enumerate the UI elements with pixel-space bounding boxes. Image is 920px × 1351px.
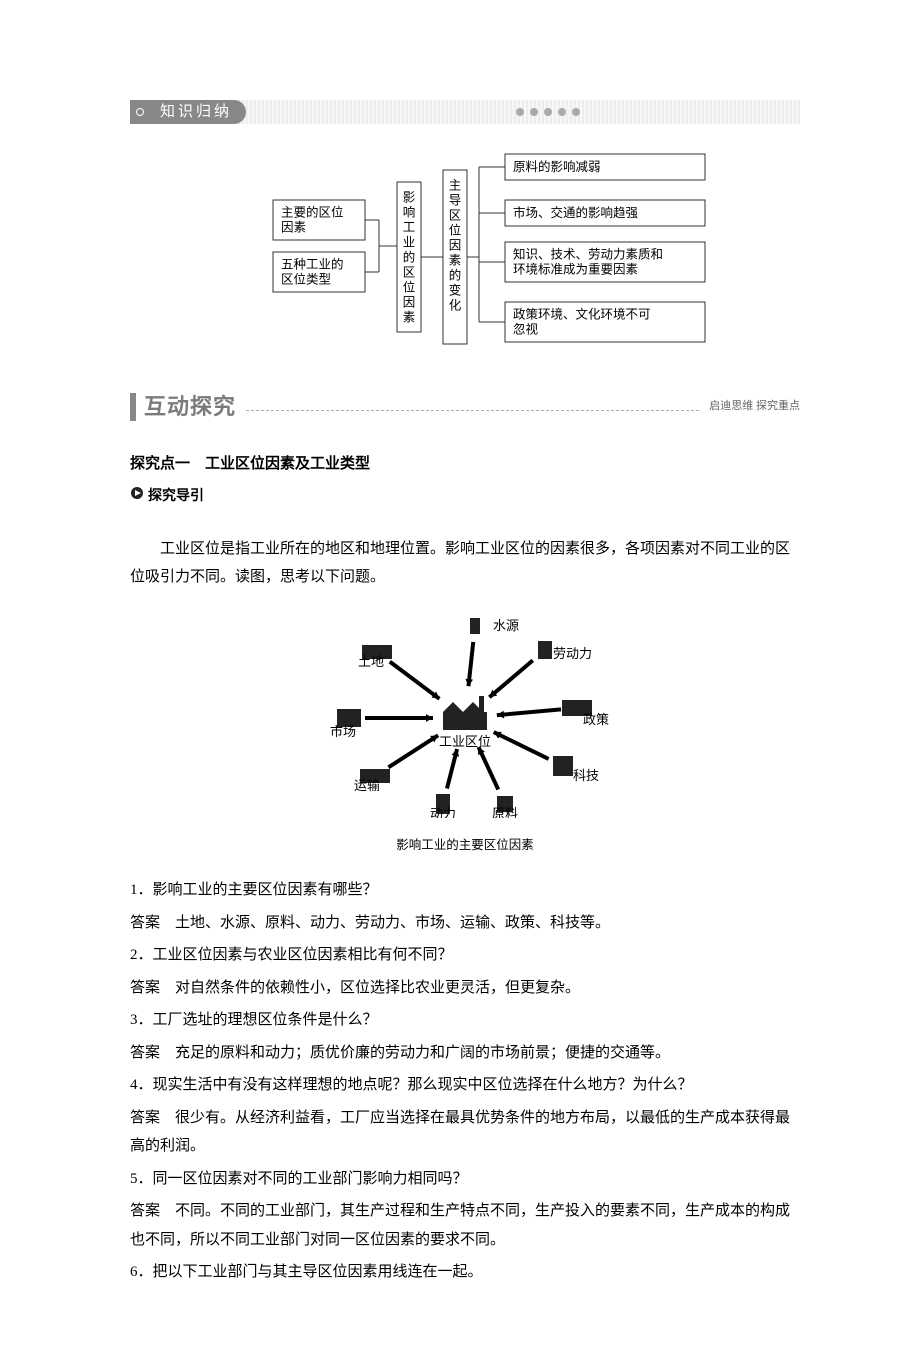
- svg-text:政策环境、文化环境不可: 政策环境、文化环境不可: [513, 307, 651, 322]
- answer: 答案 很少有。从经济利益看，工厂应当选择在最具优势条件的地方布局，以最低的生产成…: [130, 1104, 800, 1161]
- svg-text:的: 的: [403, 250, 416, 265]
- factor-svg: 工业区位 水源劳动力政策科技原料 动力 运输 市场 土地: [315, 608, 615, 818]
- answer: 答案 充足的原料和动力；质优价廉的劳动力和广阔的市场前景；便捷的交通等。: [130, 1039, 800, 1068]
- svg-text:影: 影: [403, 191, 416, 205]
- svg-text:素: 素: [403, 311, 416, 325]
- knowledge-pill: 知识归纳: [130, 100, 246, 124]
- svg-text:素: 素: [449, 254, 462, 268]
- question: 6．把以下工业部门与其主导区位因素用线连在一起。: [130, 1258, 800, 1287]
- svg-text:科技: 科技: [573, 768, 599, 783]
- factor-figure: 工业区位 水源劳动力政策科技原料 动力 运输 市场 土地: [130, 608, 800, 829]
- section-title: 互动探究: [144, 386, 236, 428]
- knowledge-header: 知识归纳: [130, 100, 800, 124]
- svg-text:政策: 政策: [583, 712, 609, 727]
- svg-text:忽视: 忽视: [513, 322, 539, 337]
- answer-label: 答案: [130, 915, 175, 931]
- svg-text:市场、交通的影响趋强: 市场、交通的影响趋强: [513, 205, 639, 220]
- figure-caption: 影响工业的主要区位因素: [130, 834, 800, 858]
- svg-text:业: 业: [403, 236, 416, 250]
- answer-label: 答案: [130, 1110, 175, 1126]
- svg-text:区: 区: [449, 209, 462, 223]
- answer: 答案 土地、水源、原料、动力、劳动力、市场、运输、政策、科技等。: [130, 909, 800, 938]
- answer: 答案 不同。不同的工业部门，其生产过程和生产特点不同，生产投入的要素不同，生产成…: [130, 1197, 800, 1254]
- question: 1．影响工业的主要区位因素有哪些？: [130, 876, 800, 905]
- svg-text:五种工业的: 五种工业的: [281, 257, 344, 272]
- section-header: 互动探究 启迪思维 探究重点: [130, 386, 800, 428]
- svg-text:位: 位: [449, 223, 462, 238]
- svg-text:原料的影响减弱: 原料的影响减弱: [513, 159, 601, 174]
- svg-text:原料: 原料: [492, 806, 518, 818]
- question: 5．同一区位因素对不同的工业部门影响力相同吗？: [130, 1165, 800, 1194]
- answer-label: 答案: [130, 1203, 175, 1219]
- svg-text:土地: 土地: [358, 654, 384, 669]
- svg-text:因: 因: [403, 296, 416, 310]
- svg-text:响: 响: [403, 205, 416, 220]
- guide-line: 探究导引: [130, 482, 800, 509]
- svg-text:位: 位: [403, 280, 416, 295]
- svg-text:区: 区: [403, 266, 416, 280]
- concept-diagram: 主要的区位因素五种工业的区位类型影响工业的区位因素主导区位因素的变化原料的影响减…: [130, 142, 800, 372]
- answer-label: 答案: [130, 980, 175, 996]
- question: 3．工厂选址的理想区位条件是什么？: [130, 1006, 800, 1035]
- knowledge-label: 知识归纳: [144, 103, 232, 120]
- svg-text:主: 主: [449, 179, 462, 193]
- qa-block: 1．影响工业的主要区位因素有哪些？ 答案 土地、水源、原料、动力、劳动力、市场、运…: [130, 876, 800, 1287]
- guide-label: 探究导引: [148, 482, 204, 509]
- svg-text:化: 化: [449, 299, 462, 313]
- concept-svg: 主要的区位因素五种工业的区位类型影响工业的区位因素主导区位因素的变化原料的影响减…: [205, 142, 725, 372]
- play-icon: [130, 482, 144, 509]
- svg-text:市场: 市场: [330, 724, 356, 739]
- svg-text:因素: 因素: [281, 221, 306, 235]
- svg-text:区位类型: 区位类型: [281, 272, 331, 287]
- svg-text:水源: 水源: [493, 618, 519, 633]
- svg-text:知识、技术、劳动力素质和: 知识、技术、劳动力素质和: [513, 248, 663, 262]
- section-note: 启迪思维 探究重点: [709, 396, 800, 417]
- answer: 答案 对自然条件的依赖性小，区位选择比农业更灵活，但更复杂。: [130, 974, 800, 1003]
- section-bar: [130, 393, 136, 421]
- svg-text:环境标准成为重要因素: 环境标准成为重要因素: [513, 262, 638, 277]
- svg-text:导: 导: [449, 194, 462, 208]
- svg-text:运输: 运输: [354, 778, 380, 793]
- question: 2．工业区位因素与农业区位因素相比有何不同？: [130, 941, 800, 970]
- answer-label: 答案: [130, 1045, 175, 1061]
- svg-text:主要的区位: 主要的区位: [281, 205, 344, 220]
- header-dots: [516, 100, 580, 124]
- svg-text:工: 工: [403, 221, 416, 235]
- svg-text:因: 因: [449, 239, 462, 253]
- svg-text:变: 变: [449, 283, 462, 298]
- topic-title: 探究点一 工业区位因素及工业类型: [130, 450, 800, 479]
- question: 4．现实生活中有没有这样理想的地点呢？那么现实中区位选择在什么地方？为什么？: [130, 1071, 800, 1100]
- svg-text:动力: 动力: [430, 806, 456, 818]
- svg-text:劳动力: 劳动力: [553, 646, 592, 661]
- svg-text:的: 的: [449, 268, 462, 283]
- svg-text:工业区位: 工业区位: [439, 734, 491, 749]
- intro-text: 工业区位是指工业所在的地区和地理位置。影响工业区位的因素很多，各项因素对不同工业…: [130, 535, 800, 592]
- section-line: [246, 410, 699, 411]
